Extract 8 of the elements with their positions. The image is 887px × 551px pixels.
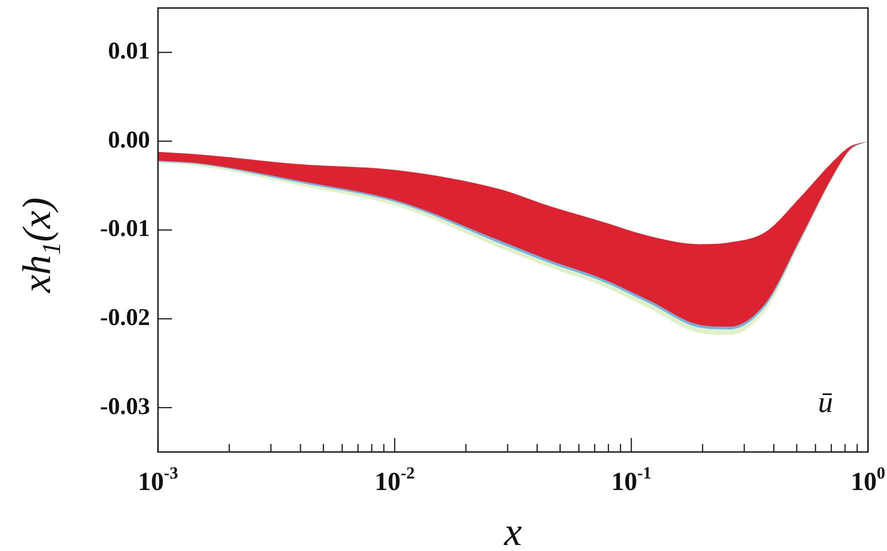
y-tick-label: 0.01 xyxy=(108,38,150,65)
annotation: ū xyxy=(818,386,833,419)
y-tick-label: -0.02 xyxy=(100,305,150,332)
y-axis-title: xh1(x) xyxy=(14,197,66,294)
y-tick-label: 0.00 xyxy=(108,127,150,154)
x-axis-title: x xyxy=(503,509,522,551)
y-tick-label: -0.01 xyxy=(100,216,150,242)
y-tick-label: -0.03 xyxy=(100,394,150,420)
